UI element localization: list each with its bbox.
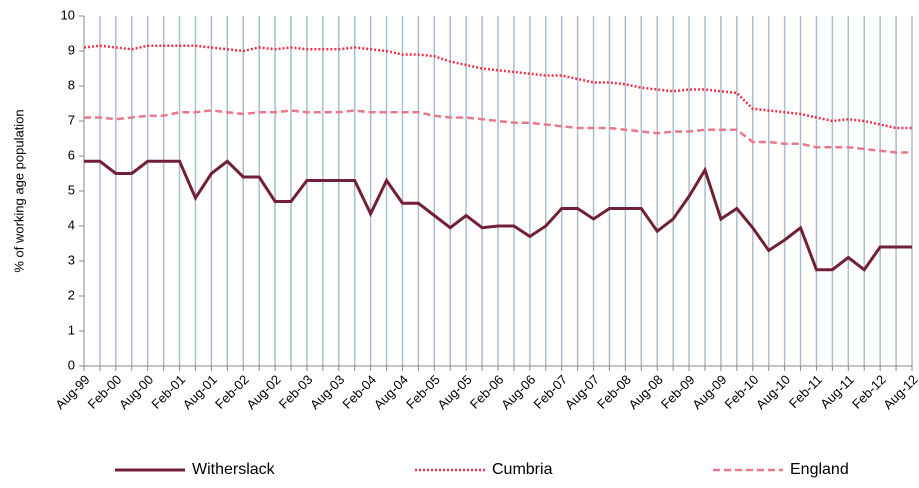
x-tick-label: Feb-04 (339, 372, 379, 412)
y-tick-label: 9 (68, 42, 75, 57)
x-tick-label: Aug-12 (880, 372, 919, 412)
x-tick-label: Feb-05 (403, 372, 443, 412)
y-tick-label: 6 (68, 147, 75, 162)
line-series (84, 109, 912, 154)
y-tick-label: 8 (68, 77, 75, 92)
y-axis-label: % of working age population (11, 109, 26, 272)
y-tick-label: 4 (68, 217, 75, 232)
x-tick-label: Feb-02 (212, 372, 252, 412)
x-tick-label: Aug-00 (116, 372, 156, 412)
x-tick-label: Feb-06 (467, 372, 507, 412)
x-tick-label: Feb-12 (849, 372, 889, 412)
legend-label: England (790, 461, 849, 478)
legend-label: Witherslack (192, 461, 276, 478)
legend-label: Cumbria (492, 461, 553, 478)
x-tick-label: Aug-03 (307, 372, 347, 412)
x-tick-label: Aug-02 (243, 372, 283, 412)
y-tick-label: 0 (68, 357, 75, 372)
x-tick-label: Feb-10 (722, 372, 762, 412)
line-series (84, 159, 912, 272)
x-tick-label: Feb-00 (85, 372, 125, 412)
x-tick-label: Aug-04 (371, 372, 411, 412)
y-tick-label: 10 (61, 7, 75, 22)
y-tick-label: 7 (68, 112, 75, 127)
x-tick-label: Feb-11 (786, 372, 825, 411)
x-tick-label: Feb-01 (148, 372, 188, 412)
y-tick-label: 2 (68, 287, 75, 302)
x-tick-label: Feb-08 (594, 372, 634, 412)
x-tick-label: Aug-99 (52, 372, 92, 412)
y-tick-label: 1 (68, 322, 75, 337)
x-tick-label: Aug-06 (498, 372, 538, 412)
x-tick-label: Feb-09 (658, 372, 698, 412)
y-tick-label: 5 (68, 182, 75, 197)
x-tick-label: Aug-05 (434, 372, 474, 412)
x-tick-label: Aug-10 (753, 372, 793, 412)
x-tick-label: Aug-01 (180, 372, 220, 412)
x-tick-label: Aug-07 (562, 372, 602, 412)
x-tick-label: Aug-09 (689, 372, 729, 412)
x-tick-label: Feb-03 (276, 372, 316, 412)
y-tick-label: 3 (68, 252, 75, 267)
x-tick-label: Aug-08 (626, 372, 666, 412)
x-tick-label: Aug-11 (817, 372, 857, 412)
x-tick-label: Feb-07 (531, 372, 571, 412)
